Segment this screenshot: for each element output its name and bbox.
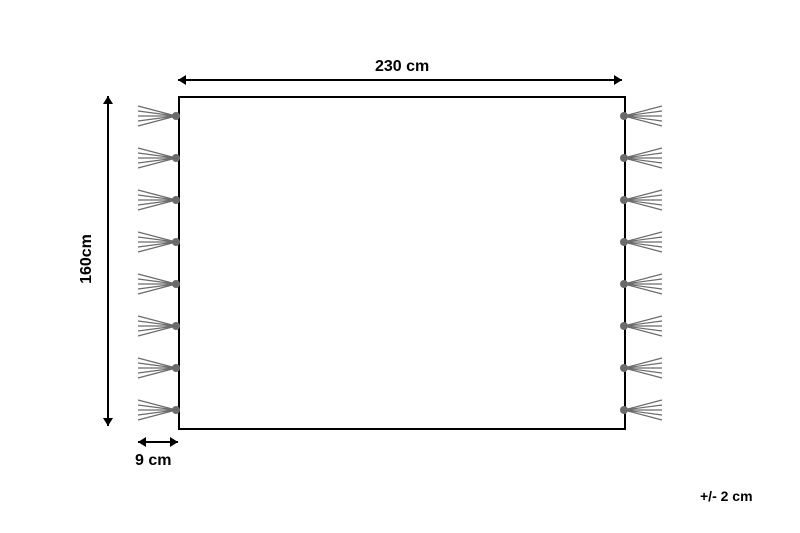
diagram-canvas: 230 cm 160cm 9 cm +/- 2 cm bbox=[0, 0, 800, 533]
rug-outline bbox=[178, 96, 626, 430]
dimension-label-width: 230 cm bbox=[375, 58, 429, 76]
tolerance-label: +/- 2 cm bbox=[700, 488, 753, 504]
dimension-label-tassel: 9 cm bbox=[135, 452, 171, 470]
dimension-label-height: 160cm bbox=[78, 234, 96, 284]
